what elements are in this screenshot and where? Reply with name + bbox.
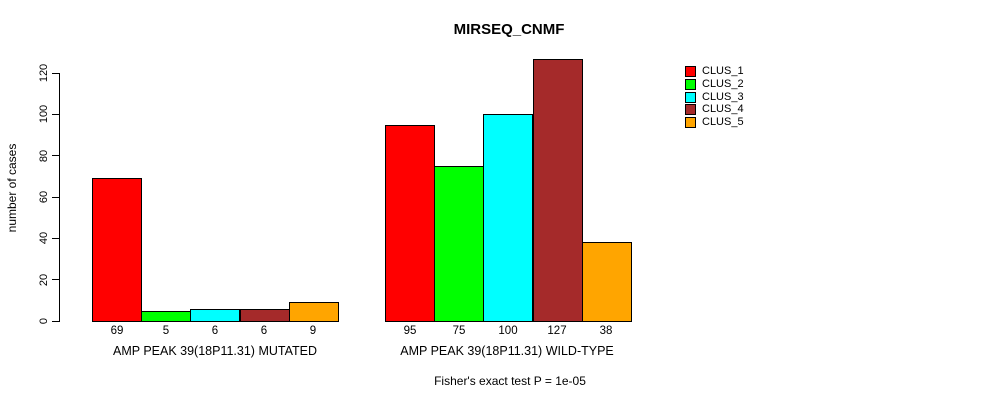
y-tick-mark-100 (52, 113, 59, 115)
y-tick-mark-40 (52, 237, 59, 239)
bar-value-label-clus_4-group1: 6 (260, 325, 268, 337)
legend-swatch-clus_5 (685, 117, 696, 128)
legend-swatch-clus_2 (685, 79, 696, 90)
bar-value-label-clus_5-group2: 38 (599, 325, 613, 337)
y-tick-label-100: 100 (38, 105, 50, 124)
legend-swatch-clus_4 (685, 104, 696, 115)
y-tick-label-20: 20 (38, 273, 50, 286)
legend-label-clus_1: CLUS_1 (702, 65, 744, 77)
bar-value-label-clus_4-group2: 127 (547, 325, 567, 337)
bar-value-label-clus_2-group2: 75 (452, 325, 466, 337)
legend-label-clus_3: CLUS_3 (702, 91, 744, 103)
bar-clus_3-group2 (483, 114, 533, 322)
bar-clus_4-group1 (240, 309, 290, 322)
bar-value-label-clus_5-group1: 9 (309, 325, 317, 337)
y-tick-label-0: 0 (38, 317, 50, 325)
y-tick-mark-20 (52, 279, 59, 281)
y-tick-label-80: 80 (38, 149, 50, 162)
bar-clus_1-group1 (92, 178, 142, 322)
y-tick-mark-120 (52, 72, 59, 74)
y-tick-label-40: 40 (38, 232, 50, 245)
bar-clus_2-group2 (434, 166, 484, 322)
bar-clus_4-group2 (533, 59, 583, 322)
y-tick-label-60: 60 (38, 190, 50, 204)
bar-clus_1-group2 (385, 125, 435, 322)
bar-clus_2-group1 (141, 311, 191, 322)
legend-label-clus_2: CLUS_2 (702, 78, 744, 90)
legend-label-clus_5: CLUS_5 (702, 116, 744, 128)
y-tick-mark-0 (52, 320, 59, 322)
y-tick-label-120: 120 (38, 63, 50, 83)
y-tick-mark-80 (52, 155, 59, 157)
category-label-mutated: AMP PEAK 39(18P11.31) MUTATED (112, 344, 318, 358)
bar-value-label-clus_2-group1: 5 (162, 325, 170, 337)
fisher-test-annotation: Fisher's exact test P = 1e-05 (434, 374, 586, 388)
y-tick-mark-60 (52, 196, 59, 198)
bar-clus_5-group1 (289, 302, 339, 322)
bar-clus_5-group2 (582, 242, 632, 322)
chart-title: MIRSEQ_CNMF (453, 21, 565, 38)
bar-value-label-clus_1-group2: 95 (403, 325, 417, 337)
bar-value-label-clus_1-group1: 69 (110, 325, 124, 337)
legend-swatch-clus_1 (685, 66, 696, 77)
bar-clus_3-group1 (190, 309, 240, 322)
y-axis-title: number of cases (5, 143, 19, 233)
bar-value-label-clus_3-group2: 100 (498, 325, 518, 337)
legend-swatch-clus_3 (685, 92, 696, 103)
y-axis-line (59, 73, 60, 322)
legend-label-clus_4: CLUS_4 (702, 103, 744, 115)
bar-value-label-clus_3-group1: 6 (211, 325, 219, 337)
category-label-wild-type: AMP PEAK 39(18P11.31) WILD-TYPE (400, 344, 614, 358)
